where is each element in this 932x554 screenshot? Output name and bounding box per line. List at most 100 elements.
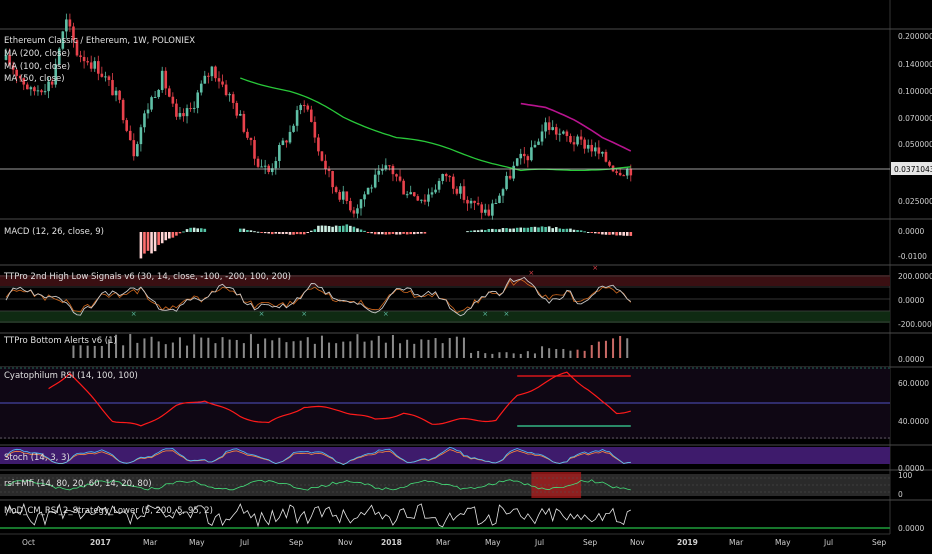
candle-down xyxy=(388,165,391,167)
macd-bar xyxy=(551,228,554,232)
candle-up xyxy=(437,180,441,190)
candle-down xyxy=(217,78,221,82)
candle-down xyxy=(349,200,352,211)
candle-down xyxy=(473,200,476,203)
bottom-alert-bar xyxy=(505,352,508,358)
bottom-alert-bar xyxy=(548,348,551,358)
candle-down xyxy=(100,73,104,77)
x-tick-label: Mar xyxy=(436,538,451,547)
rsi-mfi-tick: 0 xyxy=(898,490,903,499)
candle-down xyxy=(554,127,558,135)
macd-bar xyxy=(299,232,302,235)
x-tick-label: Jul xyxy=(534,538,544,547)
candle-up xyxy=(203,75,207,84)
bottom-alert-bar xyxy=(79,345,82,358)
candle-up xyxy=(558,133,562,135)
bottom-alert-bar xyxy=(519,353,522,358)
candle-down xyxy=(18,75,22,79)
bottom-alert-bar xyxy=(328,342,331,358)
candle-up xyxy=(551,127,554,130)
x-tick-label: May xyxy=(775,538,791,547)
last-price-badge xyxy=(891,162,932,175)
candle-up xyxy=(601,151,604,154)
time-axis[interactable]: Oct 2017 Mar May Jul Sep Nov 2018 Mar Ma… xyxy=(22,538,886,547)
candle-down xyxy=(352,210,356,214)
candle-down xyxy=(487,209,491,216)
macd-bar xyxy=(547,226,551,232)
x-tick-label: May xyxy=(189,538,205,547)
strategy-lower-pane[interactable] xyxy=(0,502,890,529)
candle-up xyxy=(384,165,388,170)
candle-up xyxy=(210,66,214,77)
ttpro-signal-marker: × xyxy=(528,269,534,277)
macd-bar xyxy=(267,232,270,234)
candle-down xyxy=(50,81,54,85)
candle-down xyxy=(221,81,224,85)
bottom-alert-bar xyxy=(434,338,437,358)
macd-pane[interactable] xyxy=(139,224,633,259)
candle-up xyxy=(405,194,409,196)
bottom-alert-bar xyxy=(193,334,196,358)
price-tick: 0.07000000 xyxy=(898,114,932,123)
candle-down xyxy=(590,144,594,152)
macd-bar xyxy=(530,226,533,232)
bottom-alert-bar xyxy=(526,351,529,358)
bottom-alert-bar xyxy=(171,342,174,358)
candle-down xyxy=(164,70,168,89)
rsi-tick: 60.0000 xyxy=(898,379,929,388)
stoch-band xyxy=(0,447,890,464)
macd-bar xyxy=(175,232,178,236)
macd-bar xyxy=(168,232,171,239)
macd-bar xyxy=(345,224,349,232)
candle-down xyxy=(547,122,551,130)
candle-down xyxy=(618,172,622,176)
bottom-alert-bar xyxy=(299,340,302,358)
x-tick-label: Nov xyxy=(338,538,353,547)
candle-down xyxy=(416,196,420,201)
macd-bar xyxy=(292,232,295,235)
candle-down xyxy=(597,147,601,154)
bottom-alert-bar xyxy=(86,345,89,358)
bottom-alert-bar xyxy=(320,335,323,358)
candlesticks xyxy=(4,13,633,220)
candle-up xyxy=(29,87,33,90)
candle-up xyxy=(43,91,47,93)
price-pane[interactable] xyxy=(0,13,890,220)
bottom-alert-bar xyxy=(249,334,252,358)
candle-up xyxy=(409,192,412,195)
candle-up xyxy=(341,191,345,200)
candle-down xyxy=(310,109,313,122)
mfi-line xyxy=(5,479,631,491)
candle-down xyxy=(572,142,576,145)
bottom-alert-bar xyxy=(129,334,132,358)
candle-down xyxy=(128,130,132,141)
candle-down xyxy=(608,161,611,166)
bottom-alert-bar xyxy=(555,349,558,358)
candle-up xyxy=(199,83,203,93)
ttpro-signals-pane[interactable]: × × × × × × × × xyxy=(0,264,890,323)
bottom-alert-bar xyxy=(228,339,231,358)
candle-down xyxy=(171,96,175,104)
candle-down xyxy=(68,19,72,27)
price-tick: 0.10000000 xyxy=(898,87,932,96)
rsi-mfi-pane[interactable] xyxy=(0,472,890,498)
candle-up xyxy=(381,169,384,171)
macd-bar xyxy=(313,229,317,232)
candle-down xyxy=(622,175,625,177)
bottom-alert-bar xyxy=(349,341,352,358)
candle-down xyxy=(452,176,455,189)
cyatophilum-rsi-pane[interactable] xyxy=(0,367,890,439)
macd-bar xyxy=(278,232,281,234)
stoch-pane[interactable] xyxy=(0,446,890,466)
candle-up xyxy=(61,31,65,49)
macd-bar xyxy=(508,228,512,232)
ttpro-bottom-alerts-pane[interactable] xyxy=(72,334,629,358)
candle-up xyxy=(594,147,597,152)
candle-down xyxy=(345,191,349,201)
macd-bar xyxy=(196,228,199,232)
macd-bar xyxy=(370,232,373,234)
ttpro-high-band xyxy=(0,275,890,286)
bottom-alert-bar xyxy=(306,337,309,358)
